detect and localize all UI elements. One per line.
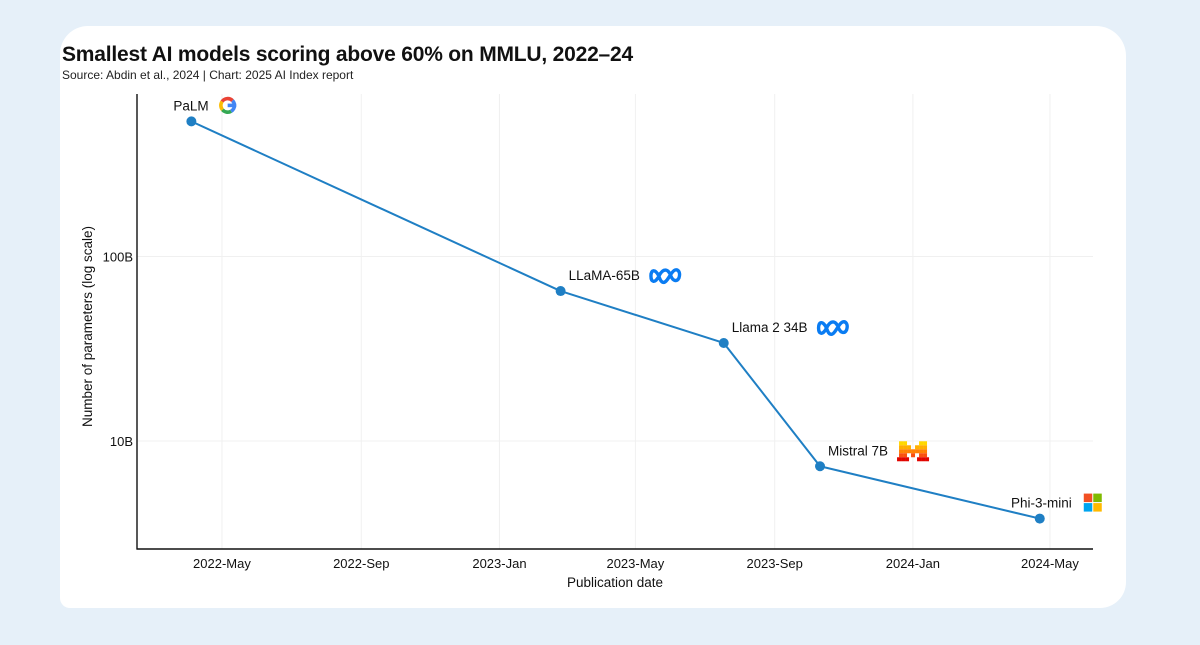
mistral-icon-cell bbox=[899, 449, 904, 454]
mistral-icon-cell bbox=[899, 445, 904, 450]
meta-icon-path bbox=[649, 268, 682, 285]
mistral-icon-cell bbox=[903, 441, 908, 446]
mistral-icon-cell bbox=[899, 453, 904, 458]
mistral-icon-cell bbox=[923, 453, 928, 458]
chart-title: Smallest AI models scoring above 60% on … bbox=[62, 43, 633, 66]
x-tick-label: 2022-May bbox=[193, 556, 251, 571]
mistral-icon-cell bbox=[907, 445, 912, 450]
meta-icon bbox=[649, 268, 682, 285]
mistral-icon-cell bbox=[919, 453, 924, 458]
microsoft-icon-red bbox=[1083, 493, 1093, 503]
mistral-icon-cell bbox=[923, 445, 928, 450]
google-icon-arc bbox=[219, 100, 224, 111]
microsoft-icon bbox=[1083, 493, 1102, 512]
point-label: Mistral 7B bbox=[828, 443, 888, 458]
data-point bbox=[718, 337, 729, 348]
y-tick-labels: 10B 100B bbox=[103, 250, 133, 450]
google-icon-bar bbox=[227, 103, 237, 108]
point-label: Phi-3-mini bbox=[1011, 496, 1072, 511]
mistral-icon-cell bbox=[919, 441, 924, 446]
mistral-icon-cell bbox=[897, 457, 902, 462]
x-tick-label: 2023-May bbox=[606, 556, 664, 571]
mistral-icon-cell bbox=[925, 457, 930, 462]
mistral-icon-cell bbox=[921, 457, 926, 462]
mistral-icon-cell bbox=[907, 449, 912, 454]
gridlines bbox=[137, 94, 1093, 549]
chart-subtitle: Source: Abdin et al., 2024 | Chart: 2025… bbox=[62, 68, 354, 82]
data-point bbox=[555, 286, 566, 297]
x-tick-label: 2023-Jan bbox=[472, 556, 526, 571]
data-point bbox=[186, 116, 197, 127]
point-label: Llama 2 34B bbox=[732, 320, 808, 335]
mistral-icon-cell bbox=[901, 457, 906, 462]
point-label: LLaMA-65B bbox=[569, 268, 640, 283]
mistral-icon-cell bbox=[905, 457, 910, 462]
meta-icon bbox=[816, 320, 849, 336]
point-label: PaLM bbox=[173, 98, 208, 113]
mistral-icon-cell bbox=[919, 449, 924, 454]
x-tick-label: 2024-Jan bbox=[886, 556, 940, 571]
google-icon bbox=[219, 96, 237, 114]
x-tick-labels: 2022-May 2022-Sep 2023-Jan 2023-May 2023-Sep… bbox=[193, 556, 1079, 571]
mistral-icon-cell bbox=[903, 445, 908, 450]
mistral-icon-cell bbox=[915, 445, 920, 450]
microsoft-icon-green bbox=[1093, 493, 1102, 503]
mistral-icon-cell bbox=[903, 449, 908, 454]
y-tick-label: 10B bbox=[110, 434, 133, 449]
mistral-icon-cell bbox=[915, 449, 920, 454]
mistral-icon bbox=[897, 441, 930, 462]
mistral-icon-cell bbox=[911, 449, 916, 454]
x-tick-label: 2022-Sep bbox=[333, 556, 389, 571]
x-tick-label: 2024-May bbox=[1021, 556, 1079, 571]
x-tick-label: 2023-Sep bbox=[747, 556, 803, 571]
mistral-icon-cell bbox=[923, 449, 928, 454]
axes bbox=[136, 94, 1093, 550]
mistral-icon-cell bbox=[923, 441, 928, 446]
mistral-icon-cell bbox=[899, 441, 904, 446]
y-tick-label: 100B bbox=[103, 250, 133, 265]
point-labels: PaLM LLaMA-65B Llama 2 34B Mistral 7B Phi-3-… bbox=[173, 96, 1102, 512]
google-icon-arc bbox=[221, 108, 232, 114]
mistral-icon-cell bbox=[911, 453, 916, 458]
series-line-group bbox=[186, 116, 1045, 524]
data-point bbox=[1034, 513, 1045, 524]
microsoft-icon-yellow bbox=[1093, 503, 1102, 512]
chart-card bbox=[60, 26, 1126, 608]
google-icon-arc bbox=[220, 96, 234, 103]
microsoft-icon-blue bbox=[1083, 503, 1093, 512]
x-axis-title: Publication date bbox=[567, 575, 663, 590]
data-point bbox=[815, 461, 826, 472]
mistral-icon-cell bbox=[903, 453, 908, 458]
mistral-icon-cell bbox=[919, 445, 924, 450]
mistral-icon-cell bbox=[917, 457, 922, 462]
meta-icon-path bbox=[816, 320, 849, 336]
y-axis-title: Number of parameters (log scale) bbox=[80, 226, 95, 427]
